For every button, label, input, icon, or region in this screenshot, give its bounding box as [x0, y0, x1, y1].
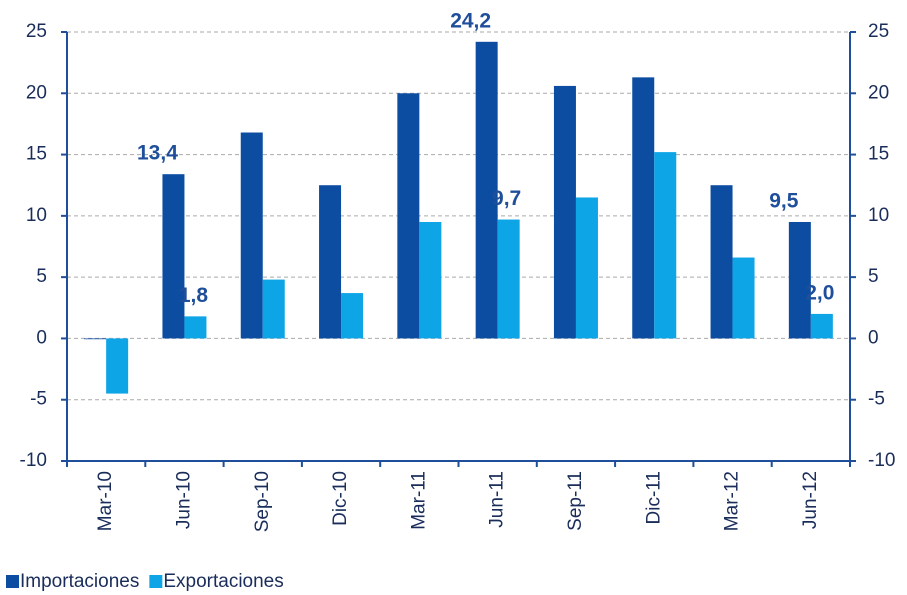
x-tick-label: Jun-12	[800, 471, 821, 529]
bar	[632, 77, 655, 339]
bar	[106, 338, 129, 394]
bar	[788, 221, 811, 339]
y-tick-label: 0	[36, 327, 47, 348]
bar	[497, 219, 520, 339]
legend-label: Exportaciones	[163, 571, 283, 592]
y2-tick-label: 25	[868, 21, 889, 42]
bar	[475, 41, 498, 339]
y-tick-label: 20	[26, 82, 47, 103]
bar	[262, 279, 285, 339]
x-tick-label: Dic-10	[330, 471, 351, 526]
y-tick-label: -5	[30, 389, 47, 410]
bar	[710, 185, 733, 339]
y2-tick-label: 0	[868, 327, 879, 348]
x-tick-label: Mar-12	[722, 471, 743, 531]
x-tick-label: Jun-10	[173, 471, 194, 529]
bar	[397, 93, 420, 339]
y2-tick-label: -10	[868, 450, 895, 471]
bar	[184, 316, 207, 339]
value-label: 24,2	[450, 9, 491, 32]
x-tick-label: Jun-11	[487, 471, 508, 528]
bar	[810, 313, 833, 339]
value-label: 13,4	[137, 142, 178, 165]
bar	[162, 174, 185, 339]
x-tick-label: Sep-11	[565, 471, 586, 531]
legend-label: Importaciones	[20, 571, 139, 592]
y-tick-label: 10	[26, 205, 47, 226]
y-tick-label: 5	[36, 266, 47, 287]
legend-swatch	[149, 575, 163, 588]
legend-swatch	[6, 575, 19, 588]
value-label: 2,0	[805, 281, 834, 304]
y2-tick-label: -5	[868, 389, 885, 410]
bar	[732, 257, 755, 339]
bar	[319, 185, 342, 339]
value-label: 9,5	[769, 190, 799, 213]
x-tick-label: Sep-10	[252, 471, 273, 532]
bar	[654, 152, 677, 339]
bar	[419, 221, 442, 339]
bar	[84, 338, 107, 340]
x-tick-label: Mar-10	[95, 471, 116, 531]
bar	[240, 132, 263, 339]
value-label: 9,7	[492, 187, 521, 210]
y-tick-label: -10	[20, 450, 47, 471]
y-tick-label: 15	[26, 144, 47, 165]
y2-tick-label: 5	[868, 266, 879, 287]
x-tick-label: Mar-11	[408, 471, 429, 530]
y2-tick-label: 10	[868, 205, 889, 226]
bar	[575, 197, 598, 339]
y2-tick-label: 20	[868, 82, 889, 103]
bar	[553, 85, 576, 339]
x-tick-label: Dic-11	[643, 471, 664, 525]
bar	[341, 293, 364, 339]
y2-tick-label: 15	[868, 144, 889, 165]
value-label: 1,8	[179, 284, 209, 307]
y-tick-label: 25	[26, 21, 47, 42]
